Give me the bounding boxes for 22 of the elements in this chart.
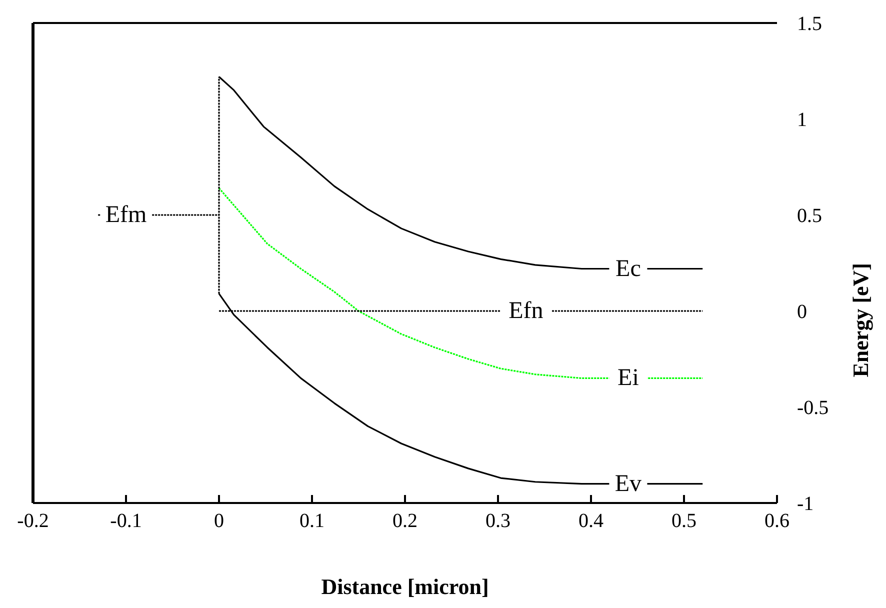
x-tick-label: 0.4	[578, 510, 604, 532]
x-tick-label: 0.1	[300, 510, 324, 532]
y-tick-label: 1	[797, 109, 807, 132]
y-tick-label: 1.5	[797, 13, 822, 36]
annotation: Ec	[616, 256, 641, 282]
annotation: Ev	[614, 470, 642, 497]
x-tick-label: -0.2	[17, 510, 49, 532]
y-axis-title: Energy [eV]	[848, 263, 873, 378]
annotation: Ei	[618, 365, 640, 392]
x-tick-label: 0.2	[392, 510, 418, 532]
x-tick-label: 0.3	[486, 510, 510, 532]
x-tick-label: 0.6	[764, 510, 790, 532]
annotation: Efn	[508, 298, 544, 324]
x-tick-label: 0.5	[672, 510, 696, 532]
y-tick-label: -0.5	[797, 397, 829, 420]
x-tick-label: 0	[214, 510, 224, 532]
x-tick-label: -0.1	[110, 510, 142, 532]
y-tick-label: -1	[797, 493, 814, 516]
y-tick-label: 0.5	[797, 205, 822, 228]
x-axis-title: Distance [micron]	[321, 574, 489, 599]
y-tick-label: 0	[797, 301, 807, 324]
annotation: Efm	[105, 202, 147, 228]
